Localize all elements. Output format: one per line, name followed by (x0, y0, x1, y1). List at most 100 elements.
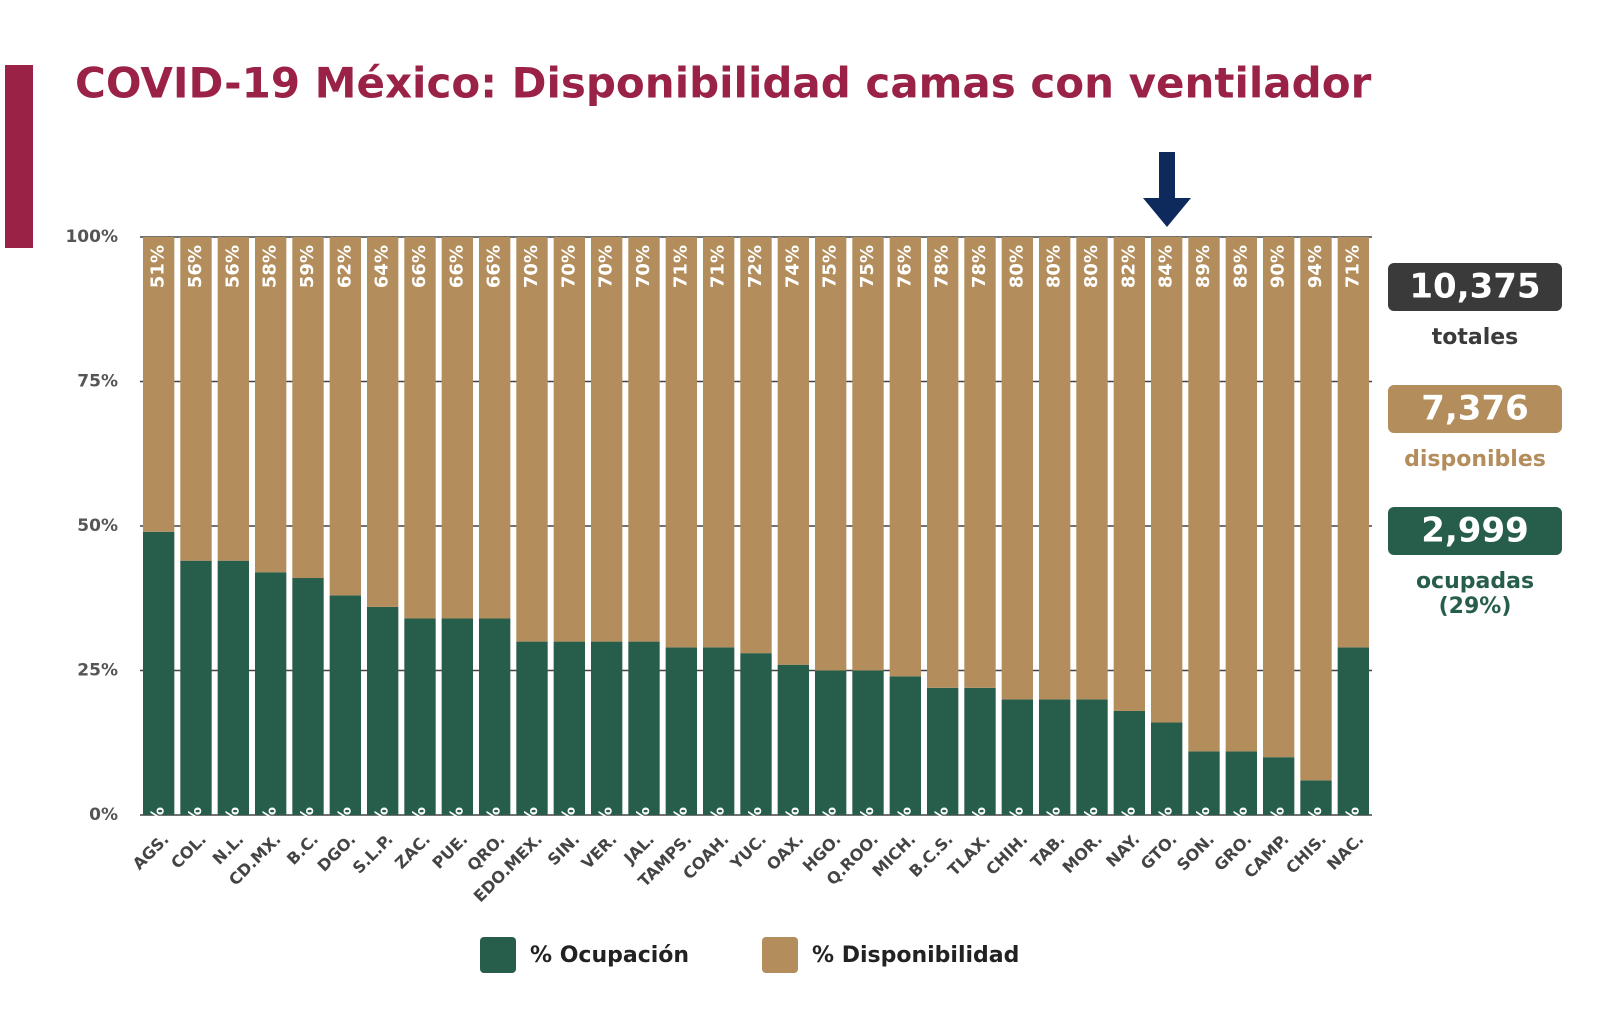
data-label: 20% (1044, 807, 1065, 850)
bar-segment (217, 560, 250, 815)
data-label: 24% (894, 807, 915, 850)
bar-segment (1337, 237, 1370, 648)
data-label: 72% (745, 245, 766, 288)
data-label: 29% (708, 807, 729, 850)
bar-segment (404, 618, 436, 815)
bar-segment (553, 237, 586, 642)
data-label: 30% (558, 807, 579, 850)
data-label: 89% (1193, 245, 1214, 288)
data-label: 29% (1342, 807, 1363, 850)
bar-segment (814, 237, 847, 671)
summary-number: 7,376 (1421, 389, 1529, 429)
data-label: 75% (820, 245, 841, 288)
data-label: 89% (1230, 245, 1251, 288)
bar-segment (1150, 237, 1183, 723)
legend-swatch (762, 937, 798, 973)
bar-segment (1188, 237, 1220, 752)
bar-segment (329, 237, 362, 596)
data-label: 74% (782, 245, 803, 288)
bar-segment (180, 560, 212, 815)
data-label: 51% (148, 245, 169, 288)
bar-segment (628, 641, 660, 815)
bar-segment (1300, 780, 1332, 815)
y-tick-label: 0% (89, 805, 118, 825)
data-label: 78% (969, 245, 990, 288)
data-label: 30% (633, 807, 654, 850)
bar-segment (740, 237, 772, 654)
bar-segment (441, 618, 474, 815)
bar-segment (217, 237, 250, 561)
bar-segment (814, 670, 847, 815)
data-label: 18% (1118, 807, 1139, 850)
summary-text: ocupadas (1416, 569, 1534, 594)
data-label: 80% (1006, 245, 1027, 288)
bar-segment (1300, 237, 1332, 781)
bar-segment (1001, 699, 1034, 815)
data-label: 94% (1305, 245, 1326, 288)
bar-segment (590, 641, 623, 815)
data-label: 30% (596, 807, 617, 850)
bar-segment (1001, 237, 1034, 700)
bar-segment (1113, 710, 1146, 815)
data-label: 42% (260, 807, 281, 850)
data-label: 66% (446, 245, 467, 288)
data-label: 44% (185, 807, 206, 850)
bar-segment (665, 647, 698, 815)
data-label: 56% (222, 245, 243, 288)
data-label: 28% (745, 807, 766, 850)
data-label: 10% (1268, 807, 1289, 850)
summary-text: disponibles (1404, 447, 1546, 472)
bar-segment (852, 237, 884, 671)
data-label: 71% (1342, 245, 1363, 288)
bar-segment (1076, 237, 1108, 700)
data-label: 80% (1044, 245, 1065, 288)
data-label: 82% (1118, 245, 1139, 288)
data-label: 66% (409, 245, 430, 288)
data-label: 44% (222, 807, 243, 850)
data-label: 16% (1156, 807, 1177, 850)
bar-segment (329, 595, 362, 815)
data-label: 78% (932, 245, 953, 288)
arrow (1143, 152, 1191, 227)
bar-segment (926, 237, 959, 688)
data-label: 70% (633, 245, 654, 288)
bar-segment (142, 531, 175, 815)
data-label: 71% (708, 245, 729, 288)
bar-segment (889, 676, 922, 815)
data-label: 58% (260, 245, 281, 288)
data-label: 62% (334, 245, 355, 288)
summary-text: totales (1432, 325, 1519, 350)
bar-segment (926, 687, 959, 815)
bar-segment (1188, 751, 1220, 815)
accent-bar (5, 65, 33, 248)
bar-segment (142, 237, 175, 532)
data-label: 71% (670, 245, 691, 288)
data-label: 11% (1230, 807, 1251, 850)
bar-segment (1337, 647, 1370, 815)
bar-segment (366, 237, 399, 607)
bar-segment (665, 237, 698, 648)
bar-segment (590, 237, 623, 642)
bar-segment (852, 670, 884, 815)
y-tick-label: 100% (65, 227, 118, 247)
bar-segment (553, 641, 586, 815)
data-label: 20% (1006, 807, 1027, 850)
data-label: 56% (185, 245, 206, 288)
bar-segment (478, 618, 511, 815)
data-label: 70% (596, 245, 617, 288)
data-label: 34% (409, 807, 430, 850)
y-tick-label: 25% (77, 661, 118, 681)
data-label: 49% (148, 807, 169, 850)
bar-segment (404, 237, 436, 619)
data-label: 38% (334, 807, 355, 850)
bar-segment (702, 237, 735, 648)
bar-segment (292, 237, 324, 579)
data-label: 25% (857, 807, 878, 850)
bar-segment (777, 237, 810, 665)
data-label: 76% (894, 245, 915, 288)
bar-segment (1113, 237, 1146, 711)
bar-segment (516, 237, 548, 642)
legend-label: % Ocupación (530, 943, 689, 968)
